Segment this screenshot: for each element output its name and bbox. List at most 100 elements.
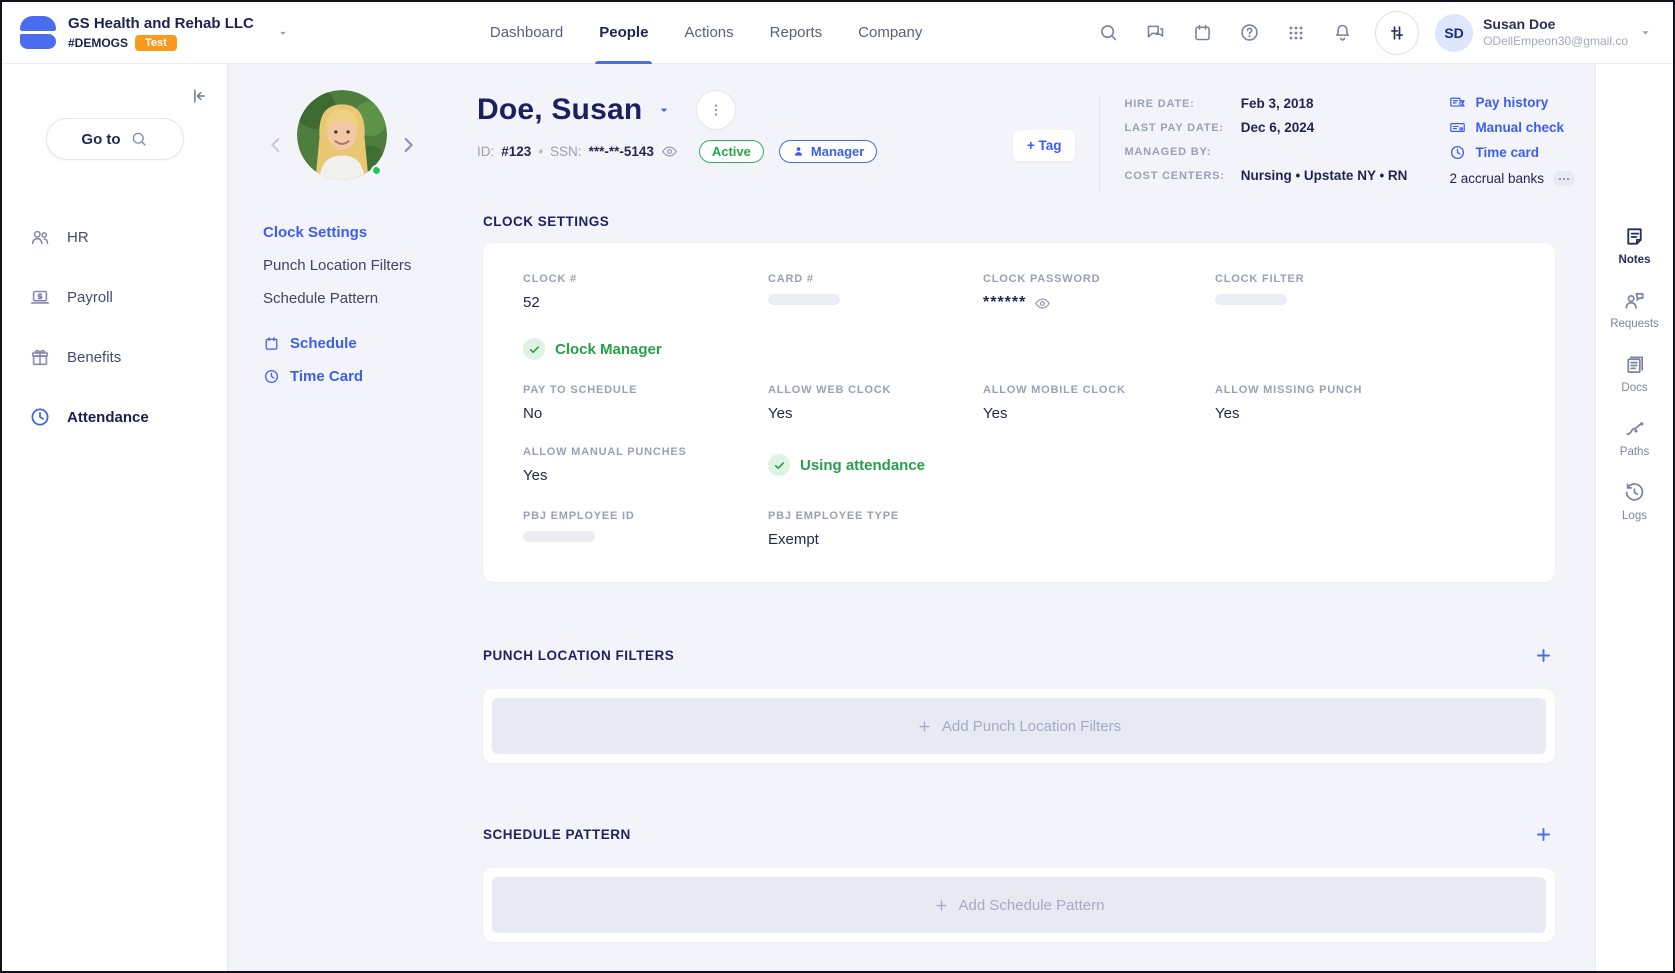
pbj-employee-id-field: PBJ EMPLOYEE ID (523, 510, 768, 548)
employment-details: HIRE DATE: Feb 3, 2018 LAST PAY DATE: De… (1124, 96, 1407, 184)
rail-requests-button[interactable]: Requests (1604, 288, 1665, 331)
collapse-sidebar-icon[interactable] (185, 82, 213, 110)
messages-icon[interactable] (1145, 22, 1166, 43)
allow-manual-punches-value: Yes (523, 467, 548, 484)
manual-check-link[interactable]: Manual check (1449, 119, 1575, 136)
gift-icon (29, 346, 51, 368)
ssn-masked-value: ***-**-5143 (588, 144, 654, 159)
employee-id: #123 (501, 144, 532, 159)
pay-history-link[interactable]: Pay history (1449, 94, 1575, 111)
clock-icon (1449, 144, 1466, 161)
dot-separator: • (538, 144, 544, 159)
hire-date-value: Feb 3, 2018 (1240, 96, 1314, 111)
check-icon (523, 338, 545, 360)
add-schedule-pattern-label: Add Schedule Pattern (958, 896, 1105, 914)
nav-dashboard[interactable]: Dashboard (489, 24, 564, 41)
sidebar-item-benefits[interactable]: Benefits (2, 332, 227, 382)
sidebar-item-payroll[interactable]: Payroll (2, 272, 227, 322)
sidebar-item-label: Attendance (67, 408, 149, 426)
sidebar-item-hr[interactable]: HR (2, 212, 227, 262)
schedule-link[interactable]: Schedule (263, 329, 483, 358)
rail-docs-label: Docs (1621, 382, 1648, 394)
rail-notes-button[interactable]: Notes (1613, 224, 1657, 267)
last-pay-date-value: Dec 6, 2024 (1240, 120, 1315, 135)
manager-badge-label: Manager (810, 144, 865, 159)
time-card-link[interactable]: Time card (1449, 144, 1575, 161)
name-dropdown-caret-icon[interactable] (656, 102, 672, 118)
schedule-pattern-header: SCHEDULE PATTERN (483, 823, 1555, 846)
time-card-subnav-link[interactable]: Time Card (263, 362, 483, 391)
goto-label: Go to (81, 130, 121, 148)
add-schedule-pattern-plus-icon[interactable] (1532, 823, 1555, 846)
calendar-icon[interactable] (1192, 22, 1213, 43)
nav-actions[interactable]: Actions (684, 24, 734, 41)
schedule-link-label: Schedule (290, 335, 357, 352)
person-request-icon (1623, 289, 1646, 312)
nav-people[interactable]: People (595, 2, 653, 64)
clock-icon (263, 368, 280, 385)
cost-centers-value: Nursing • Upstate NY • RN (1240, 168, 1408, 183)
field-label: PAY TO SCHEDULE (523, 384, 638, 396)
employee-profile-header: Doe, Susan ID: #123 • SSN: ***-**-51 (263, 64, 1575, 192)
accrual-more-ellipsis-button[interactable] (1553, 171, 1575, 186)
clock-filter-field: CLOCK FILTER (1215, 273, 1535, 312)
previous-employee-chevron[interactable] (263, 132, 289, 158)
company-name: GS Health and Rehab LLC (68, 14, 254, 32)
detail-label: COST CENTERS: (1124, 170, 1225, 182)
ssn-label: SSN: (550, 144, 582, 159)
accrual-banks-row: 2 accrual banks (1449, 171, 1575, 186)
pbj-employee-type-field: PBJ EMPLOYEE TYPE Exempt (768, 510, 983, 548)
nav-company[interactable]: Company (858, 24, 923, 41)
search-icon[interactable] (1098, 22, 1119, 43)
nav-reports[interactable]: Reports (769, 24, 823, 41)
rail-docs-button[interactable]: Docs (1615, 352, 1653, 395)
sidebar-item-label: Payroll (67, 288, 113, 306)
sidebar-item-attendance[interactable]: Attendance (2, 392, 227, 442)
add-tag-button[interactable]: + Tag (1012, 130, 1076, 161)
goto-search-button[interactable]: Go to (45, 118, 184, 160)
empty-value-placeholder (768, 294, 840, 305)
more-actions-kebab-button[interactable] (696, 90, 737, 130)
clock-manager-flag: Clock Manager (523, 338, 1535, 360)
subnav-schedule-pattern[interactable]: Schedule Pattern (263, 290, 379, 307)
user-avatar: SD (1435, 13, 1474, 52)
rail-logs-button[interactable]: Logs (1616, 480, 1653, 523)
clock-password-masked: ****** (983, 294, 1027, 311)
clock-icon (29, 406, 51, 428)
employee-photo[interactable] (297, 90, 387, 180)
pay-history-icon (1449, 94, 1466, 111)
field-label: CARD # (768, 273, 814, 285)
clock-password-field: CLOCK PASSWORD ****** (983, 273, 1215, 312)
add-punch-filters-plus-icon[interactable] (1532, 644, 1555, 667)
user-menu[interactable]: SD Susan Doe ODellEmpeon30@gmail.co (1435, 13, 1653, 52)
manager-badge[interactable]: Manager (778, 140, 878, 163)
notifications-bell-icon[interactable] (1332, 22, 1353, 43)
company-switcher[interactable]: GS Health and Rehab LLC #DEMOGS Test (20, 15, 290, 51)
subnav-clock-settings[interactable]: Clock Settings (263, 224, 368, 241)
clock-number-field: CLOCK # 52 (523, 273, 768, 312)
add-punch-filters-button[interactable]: Add Punch Location Filters (492, 698, 1546, 754)
primary-nav: Dashboard People Actions Reports Company (489, 2, 923, 64)
reveal-password-eye-icon[interactable] (1034, 295, 1051, 312)
add-schedule-pattern-button[interactable]: Add Schedule Pattern (492, 877, 1546, 933)
next-employee-chevron[interactable] (395, 132, 421, 158)
field-label: CLOCK # (523, 273, 577, 285)
id-label: ID: (477, 144, 495, 159)
rail-logs-label: Logs (1622, 510, 1647, 522)
quick-settings-button[interactable] (1375, 10, 1420, 55)
help-icon[interactable] (1239, 22, 1260, 43)
punch-filters-card: Add Punch Location Filters (483, 689, 1555, 763)
sidebar-menu: HR Payroll Benefits (2, 212, 227, 452)
header-icons (1098, 22, 1353, 43)
allow-mobile-clock-field: ALLOW MOBILE CLOCK Yes (983, 384, 1215, 422)
people-icon (29, 226, 51, 248)
apps-grid-icon[interactable] (1286, 23, 1306, 43)
user-name: Susan Doe (1483, 16, 1556, 33)
rail-paths-button[interactable]: Paths (1614, 416, 1655, 459)
rail-paths-label: Paths (1619, 446, 1650, 458)
subnav-punch-location-filters[interactable]: Punch Location Filters (263, 257, 412, 274)
chevron-down-icon (1638, 25, 1653, 40)
sidebar-item-label: Benefits (67, 348, 122, 366)
reveal-ssn-eye-icon[interactable] (661, 143, 678, 160)
plus-icon (917, 719, 932, 734)
